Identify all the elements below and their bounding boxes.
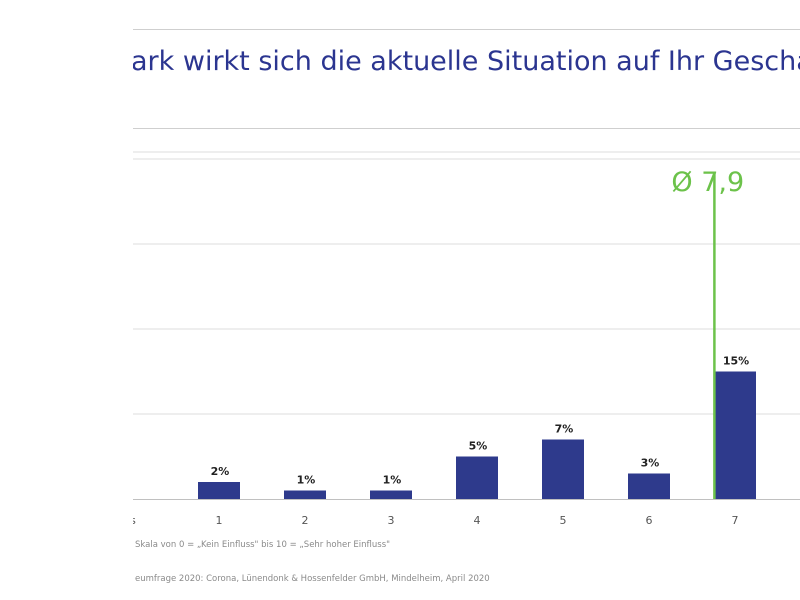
x-tick-label: 3: [388, 514, 395, 527]
x-tick-label: 2: [302, 514, 309, 527]
data-label: 1%: [383, 474, 402, 487]
bar: [628, 473, 670, 499]
scale-footnote: Skala von 0 = „Kein Einfluss" bis 10 = „…: [135, 540, 391, 550]
data-label: 7%: [555, 423, 574, 436]
source-note: eumfrage 2020: Corona, Lünendonk & Hosse…: [135, 574, 490, 584]
data-label: 5%: [469, 440, 488, 453]
bar-chart: s12%21%31%45%57%63%715%816%Ø 7,9: [133, 151, 800, 527]
top-rule: [133, 29, 800, 30]
bar: [284, 490, 326, 499]
x-tick-label: 5: [560, 514, 567, 527]
bar: [456, 456, 498, 499]
bar: [542, 439, 584, 499]
bar: [198, 482, 240, 499]
data-label: 3%: [641, 457, 660, 470]
x-tick-label: s: [133, 514, 136, 527]
x-tick-label: 7: [732, 514, 739, 527]
bar: [370, 490, 412, 499]
data-label: 2%: [211, 465, 230, 478]
bar: [714, 371, 756, 499]
chart-title: ark wirkt sich die aktuelle Situation au…: [133, 46, 800, 77]
title-underline: [133, 128, 800, 129]
x-tick-label: 6: [646, 514, 653, 527]
average-label: Ø 7,9: [671, 167, 744, 198]
data-label: 1%: [297, 474, 316, 487]
x-tick-label: 1: [216, 514, 223, 527]
x-tick-label: 4: [474, 514, 481, 527]
chart-panel: ark wirkt sich die aktuelle Situation au…: [133, 0, 800, 600]
left-margin: [0, 0, 133, 600]
data-label: 15%: [723, 355, 749, 368]
